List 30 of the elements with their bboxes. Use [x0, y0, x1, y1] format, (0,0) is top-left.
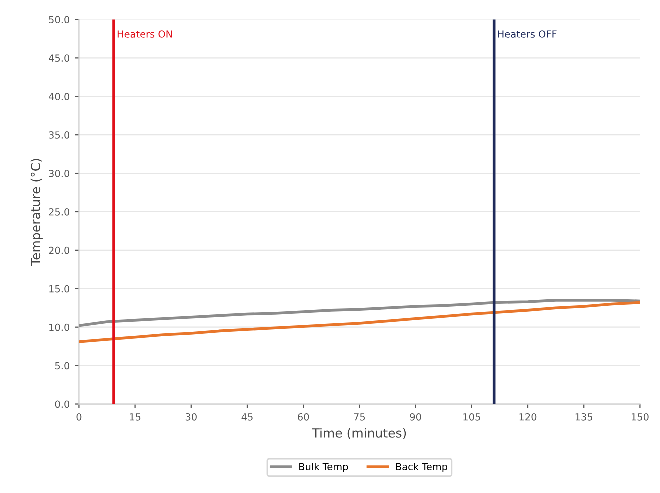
x-tick-label: 0 — [76, 413, 82, 421]
y-axis-title: Temperature (°C) — [30, 159, 43, 266]
y-tick-label: 30.0 — [49, 170, 70, 178]
y-tick-label: 45.0 — [49, 54, 70, 62]
x-tick-label: 45 — [242, 414, 253, 421]
legend-label: Bulk Temp — [300, 463, 348, 472]
ref-line-label: Heaters ON — [118, 30, 172, 38]
x-tick-label: 150 — [632, 413, 649, 421]
x-tick-label: 120 — [520, 413, 537, 421]
x-tick-label: 135 — [576, 413, 593, 421]
x-tick-label: 105 — [464, 413, 480, 421]
y-tick-label: 20.0 — [49, 246, 70, 254]
x-axis-title: Time (minutes) — [312, 428, 406, 440]
x-tick-label: 60 — [298, 413, 310, 421]
x-tick-label: 75 — [354, 414, 366, 421]
line-series — [79, 299, 640, 328]
line-series — [79, 301, 640, 344]
y-tick-label: 50.0 — [49, 16, 70, 24]
x-tick-label: 30 — [186, 413, 197, 421]
y-tick-label: 5.0 — [55, 362, 70, 370]
y-tick-label: 10.0 — [50, 324, 70, 332]
y-tick-label: 25.0 — [49, 208, 70, 216]
legend-label: Back Temp — [396, 463, 448, 472]
ref-line-label: Heaters OFF — [498, 30, 557, 38]
y-tick-label: 15.0 — [50, 285, 70, 293]
y-tick-label: 40.0 — [49, 93, 70, 100]
x-tick-label: 15 — [130, 414, 141, 421]
y-tick-label: 0.0 — [55, 400, 70, 408]
x-tick-label: 90 — [410, 413, 422, 421]
y-tick-label: 35.0 — [49, 132, 70, 139]
